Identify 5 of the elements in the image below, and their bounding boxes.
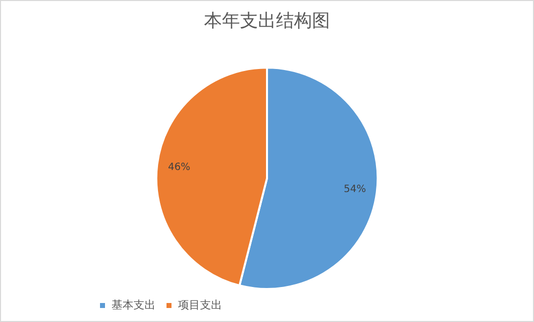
legend-label: 项目支出: [178, 298, 222, 312]
data-label: 54%: [344, 184, 366, 195]
chart-title: 本年支出结构图: [204, 10, 330, 32]
data-label: 46%: [168, 162, 190, 173]
legend-label: 基本支出: [112, 298, 156, 312]
